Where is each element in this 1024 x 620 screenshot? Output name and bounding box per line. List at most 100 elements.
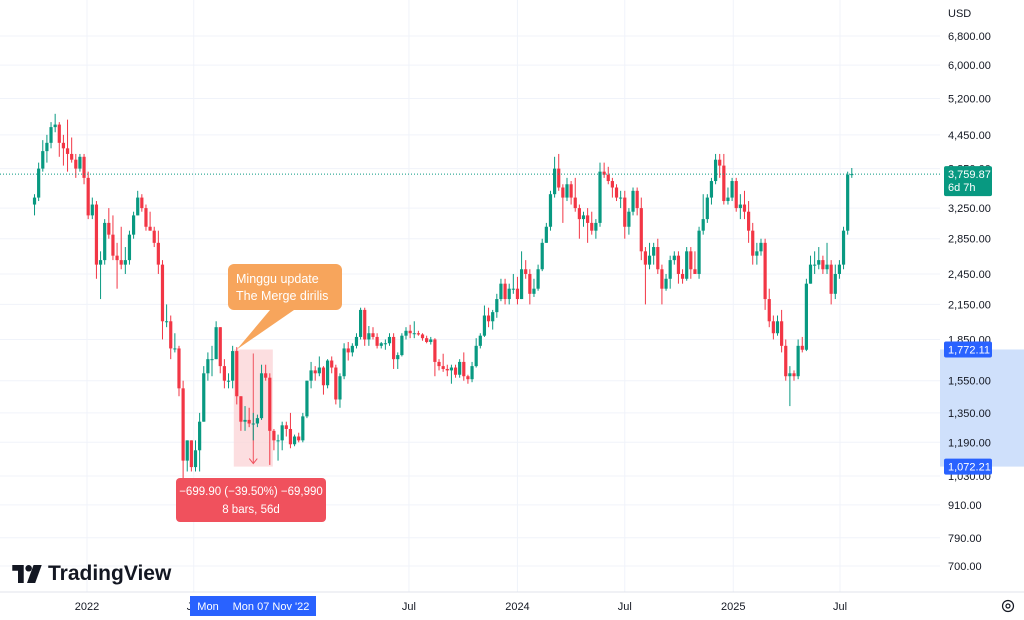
candle-body	[792, 373, 796, 377]
candle-body	[610, 181, 614, 188]
candle-body	[305, 380, 309, 417]
candle	[32, 194, 37, 216]
candle	[606, 166, 610, 185]
candle	[297, 432, 301, 443]
candle-body	[553, 168, 557, 195]
candle	[148, 211, 152, 231]
candle-body	[478, 335, 482, 346]
candle-body	[367, 333, 371, 340]
last-price-value: 3,759.87	[948, 169, 991, 181]
candle-body	[408, 330, 412, 334]
candle-body	[354, 336, 359, 346]
candle-body	[660, 269, 664, 289]
candle	[433, 338, 437, 377]
candle	[276, 434, 280, 461]
candle	[557, 153, 561, 191]
price-axis[interactable]: USD6,800.006,000.005,200.004,450.003,850…	[944, 8, 992, 573]
price-tick-label: 2,450.00	[948, 269, 991, 281]
range-lower-value: 1,072.21	[948, 462, 991, 474]
candle-body	[515, 288, 520, 300]
gear-icon[interactable]	[1001, 599, 1015, 613]
tradingview-logo[interactable]: TradingView	[12, 562, 171, 586]
candle	[259, 364, 264, 420]
candle	[251, 412, 255, 441]
time-axis[interactable]: 2022JulJul2024Jul2025JulMonMon 07 Nov '2…	[0, 591, 1024, 616]
candle	[136, 190, 140, 216]
candle-body	[619, 197, 623, 199]
price-axis-currency: USD	[948, 8, 971, 20]
candle	[375, 333, 379, 349]
candle-body	[528, 273, 532, 294]
candle-body	[37, 168, 41, 198]
candle	[619, 190, 623, 209]
candle	[272, 428, 276, 451]
candle	[833, 264, 837, 300]
candle-body	[573, 197, 577, 209]
candle-body	[342, 348, 346, 377]
candle-body	[98, 260, 103, 265]
candle	[821, 255, 825, 274]
candle-body	[747, 211, 751, 231]
candle	[495, 293, 499, 318]
price-tick-label: 2,850.00	[948, 234, 991, 246]
candle-body	[387, 336, 392, 344]
candle	[264, 364, 268, 381]
candlestick-series	[32, 113, 854, 483]
candle	[198, 412, 202, 472]
candle	[759, 238, 763, 256]
candle-body	[689, 251, 693, 270]
candle	[491, 309, 495, 330]
measure-label-line-2: 8 bars, 56d	[222, 504, 280, 516]
candle-body	[251, 423, 255, 425]
candle	[383, 339, 387, 350]
candle	[255, 414, 260, 428]
candle	[387, 333, 392, 346]
candle	[709, 177, 714, 205]
candle-body	[235, 351, 239, 397]
candle-body	[759, 242, 763, 252]
candle-body	[614, 187, 619, 198]
last-price-tag	[944, 166, 992, 197]
gear-icon-ring	[1001, 599, 1015, 613]
candle-body	[41, 151, 45, 169]
candle	[561, 184, 565, 223]
candle	[400, 333, 404, 357]
candle-body	[841, 230, 846, 265]
candle-body	[94, 204, 99, 265]
candle-body	[751, 230, 755, 256]
candle-body	[495, 299, 499, 313]
candle	[334, 364, 338, 405]
candle-body	[268, 377, 272, 431]
candle	[515, 276, 520, 305]
candle	[189, 440, 193, 472]
range-upper-tag	[944, 341, 992, 358]
candle	[392, 333, 396, 369]
price-tick-label: 2,150.00	[948, 299, 991, 311]
candle-body	[140, 197, 144, 209]
candle	[305, 380, 309, 419]
candle-body	[152, 230, 156, 243]
candle-body	[586, 215, 590, 223]
candle	[726, 187, 730, 205]
candle-body	[65, 148, 70, 154]
candle	[404, 327, 408, 340]
candle-body	[350, 345, 354, 353]
candle	[602, 162, 606, 178]
candle	[292, 434, 297, 447]
candle-body	[796, 345, 800, 377]
candle	[131, 211, 136, 239]
candle-body	[338, 376, 342, 400]
candle-body	[214, 327, 218, 360]
candle	[61, 134, 66, 166]
candle	[850, 168, 854, 178]
candle-body	[672, 255, 676, 261]
candle	[581, 211, 586, 227]
candle	[540, 238, 544, 272]
candle	[359, 307, 363, 340]
candle-body	[375, 336, 379, 346]
annotation-callout[interactable]: Minggu update The Merge dirilis	[228, 264, 342, 350]
candle	[181, 380, 185, 483]
candle-body	[396, 355, 400, 360]
candle	[247, 407, 251, 428]
